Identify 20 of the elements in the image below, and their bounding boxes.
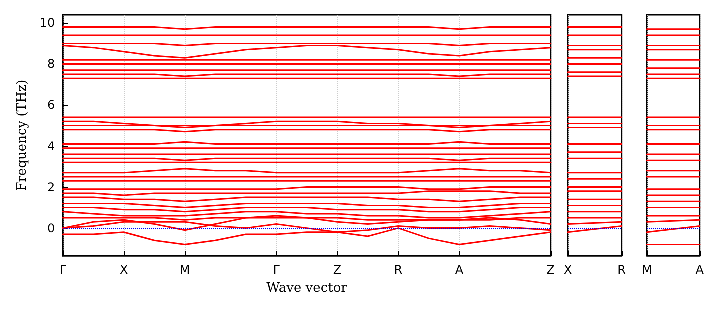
x-tick-label: R (618, 263, 626, 277)
x-tick-label: M (642, 263, 652, 277)
x-tick-label: R (394, 263, 403, 277)
x-tick-label: Γ (60, 263, 67, 277)
x-tick-label: Z (546, 263, 556, 277)
x-tick-label: X (120, 263, 128, 277)
x-tick-label: A (455, 263, 464, 277)
y-tick-label: 10 (40, 16, 56, 30)
x-tick-label: Γ (273, 263, 280, 277)
x-axis-title: Wave vector (266, 281, 348, 296)
x-tick-label: A (696, 263, 705, 277)
y-tick-label: 4 (48, 139, 56, 154)
x-tick-label: Z (333, 263, 342, 277)
y-tick-label: 0 (48, 221, 56, 236)
y-tick-label: 6 (48, 98, 56, 112)
x-tick-label: M (180, 263, 190, 277)
x-tick-label: X (564, 263, 572, 277)
y-axis-title: Frequency (THz) (15, 80, 30, 192)
y-tick-label: 2 (48, 180, 56, 194)
y-tick-label: 8 (48, 57, 56, 72)
